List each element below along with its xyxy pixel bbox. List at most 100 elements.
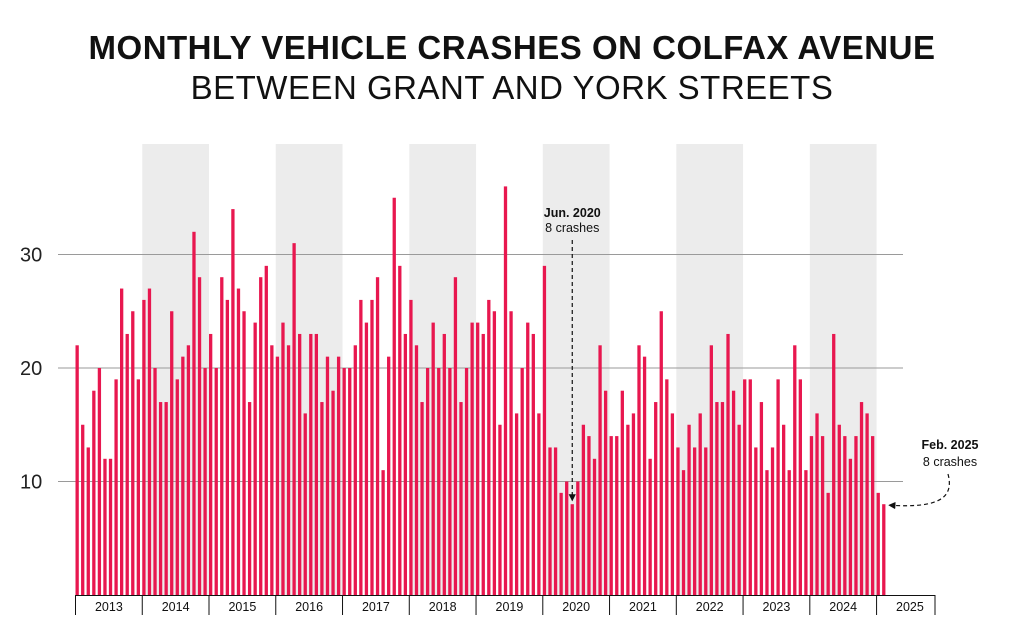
bar bbox=[431, 322, 435, 595]
year-label: 2016 bbox=[295, 600, 323, 614]
bar bbox=[320, 402, 324, 595]
year-label: 2022 bbox=[696, 600, 724, 614]
bar bbox=[520, 368, 524, 595]
bar bbox=[470, 322, 474, 595]
bar bbox=[392, 197, 396, 595]
bar bbox=[387, 356, 391, 595]
bar bbox=[375, 277, 380, 595]
bar bbox=[882, 504, 886, 595]
bar bbox=[309, 333, 313, 595]
bar bbox=[832, 333, 836, 595]
bar bbox=[815, 413, 819, 595]
bar bbox=[492, 311, 497, 595]
bar bbox=[704, 447, 708, 595]
bar bbox=[103, 458, 107, 595]
bar bbox=[692, 447, 697, 595]
y-tick-label: 10 bbox=[20, 472, 42, 494]
bar bbox=[192, 231, 196, 596]
bar bbox=[648, 458, 652, 595]
bar bbox=[409, 299, 413, 595]
bar bbox=[108, 458, 113, 595]
bar bbox=[114, 379, 118, 595]
bar bbox=[437, 368, 441, 595]
bar bbox=[336, 356, 341, 595]
bar bbox=[698, 413, 702, 595]
bar bbox=[359, 299, 363, 595]
bar bbox=[214, 368, 218, 595]
bar bbox=[181, 356, 185, 595]
bar bbox=[531, 333, 535, 595]
bar bbox=[170, 311, 174, 595]
bar bbox=[425, 368, 430, 595]
bar bbox=[642, 356, 647, 595]
bar bbox=[715, 402, 719, 595]
bar bbox=[537, 413, 541, 595]
bar bbox=[275, 356, 280, 595]
bar bbox=[459, 402, 463, 595]
bar bbox=[603, 390, 608, 595]
bar bbox=[476, 322, 480, 595]
bar bbox=[186, 345, 191, 595]
year-label: 2021 bbox=[629, 600, 657, 614]
bar bbox=[670, 413, 675, 595]
bar bbox=[654, 402, 658, 595]
bar bbox=[92, 390, 96, 595]
bar bbox=[242, 311, 246, 595]
bar bbox=[681, 470, 686, 595]
bar bbox=[197, 277, 202, 595]
bar bbox=[798, 379, 802, 595]
bar bbox=[570, 504, 574, 595]
bar bbox=[292, 243, 296, 595]
bar bbox=[526, 322, 530, 595]
bar bbox=[542, 265, 547, 595]
bar bbox=[659, 311, 663, 595]
bar bbox=[420, 402, 424, 595]
bar bbox=[665, 379, 669, 595]
bar bbox=[142, 299, 146, 595]
bar bbox=[743, 379, 747, 595]
annotation-feb-2025-detail: 8 crashes bbox=[923, 455, 977, 469]
bar bbox=[609, 436, 613, 595]
bar bbox=[303, 413, 307, 595]
bar bbox=[787, 470, 791, 595]
bar bbox=[576, 481, 580, 595]
bar bbox=[748, 379, 752, 595]
bar bbox=[726, 333, 730, 595]
year-label: 2013 bbox=[95, 600, 123, 614]
y-axis: 10 20 30 bbox=[20, 245, 42, 494]
x-axis: 2013 2014 2015 2016 2017 2018 2019 2020 2021 2022… bbox=[75, 595, 936, 615]
annotation-jun-2020-label: Jun. 2020 bbox=[544, 206, 601, 220]
bar bbox=[453, 277, 458, 595]
bar bbox=[331, 390, 335, 595]
chart-subtitle: BETWEEN GRANT AND YORK STREETS bbox=[190, 69, 834, 106]
year-label: 2014 bbox=[162, 600, 190, 614]
bar bbox=[464, 368, 469, 595]
bar bbox=[403, 333, 408, 595]
bar bbox=[553, 447, 558, 595]
bar bbox=[381, 470, 385, 595]
bar bbox=[487, 299, 491, 595]
bar bbox=[737, 424, 741, 595]
bar bbox=[548, 447, 552, 595]
bar bbox=[709, 345, 713, 595]
bar bbox=[125, 333, 129, 595]
bar bbox=[854, 436, 858, 595]
bars bbox=[75, 186, 886, 596]
bar bbox=[236, 288, 241, 595]
bar bbox=[804, 470, 808, 595]
bar bbox=[97, 368, 102, 595]
bar bbox=[286, 345, 291, 595]
bar bbox=[592, 458, 597, 595]
bar bbox=[253, 322, 257, 595]
bar bbox=[754, 447, 758, 595]
year-label: 2018 bbox=[429, 600, 457, 614]
bar bbox=[565, 481, 569, 595]
year-label: 2019 bbox=[496, 600, 524, 614]
bar bbox=[809, 436, 814, 595]
year-label: 2017 bbox=[362, 600, 390, 614]
bar bbox=[264, 265, 268, 595]
bar bbox=[587, 436, 591, 595]
bar bbox=[147, 288, 152, 595]
bar bbox=[876, 492, 880, 595]
bar bbox=[203, 368, 207, 595]
